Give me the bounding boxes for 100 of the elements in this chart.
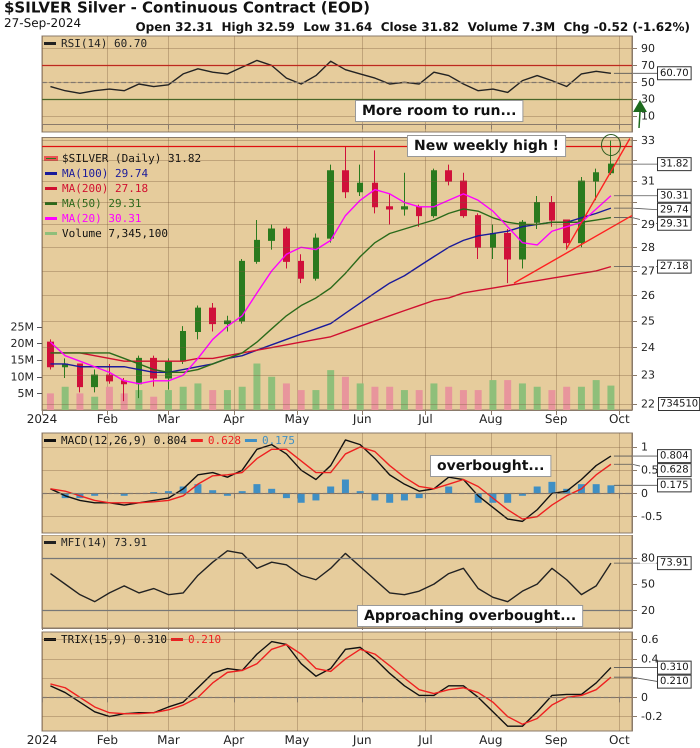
candlestick [268, 224, 275, 250]
x-tick-label: Oct [608, 412, 630, 426]
x-tick-label: Mar [157, 412, 180, 426]
y2-tick-label: 15M [10, 354, 34, 367]
candlestick [578, 176, 585, 248]
chart-title: $SILVER Silver - Continuous Contract (EOD) [4, 0, 370, 16]
y-tick-label: 26 [641, 288, 655, 302]
y-tick-label: 30 [641, 92, 655, 106]
bar [416, 493, 423, 498]
y-tick-label: 90 [641, 42, 655, 56]
candlestick [504, 228, 511, 284]
annotation: overbought... [437, 458, 544, 474]
annotation: 0.804 [660, 450, 689, 462]
bar [607, 485, 614, 494]
bar [371, 493, 378, 500]
candlestick [313, 233, 319, 282]
y-tick-label: 0.4 [641, 652, 658, 666]
y-tick-label: 25 [641, 314, 655, 328]
candlestick [91, 369, 98, 393]
legend-label: MA(200) 27.18 [62, 182, 148, 195]
y-tick-label: 0.5 [641, 464, 658, 477]
y2-tick-label: 25M [10, 320, 34, 334]
annotation: More room to run... [362, 103, 516, 119]
x-tick-label: Mar [157, 733, 180, 747]
legend-label: MFI(14) 73.91 [61, 536, 148, 549]
y-tick-label: 10 [641, 110, 655, 122]
bar [400, 493, 408, 500]
candlestick [416, 204, 422, 228]
x-tick-label: Jun [352, 733, 372, 747]
annotation: New weekly high ! [414, 138, 560, 154]
annotation: 29.31 [660, 218, 689, 230]
y-tick-label: 50 [641, 578, 655, 591]
candlestick [224, 315, 231, 332]
bar [592, 484, 600, 494]
y-tick-label: 50 [641, 76, 655, 89]
candlestick [386, 193, 393, 225]
annotation: Approaching overbought... [364, 608, 576, 624]
y2-tick-label: 20M [10, 337, 34, 350]
candlestick [254, 220, 260, 264]
candlestick [490, 224, 496, 260]
candlestick [195, 305, 201, 340]
bar [253, 484, 260, 494]
annotation: 0.310 [660, 662, 689, 674]
legend-label: 0.210 [188, 633, 222, 646]
y-tick-label: 24 [641, 341, 655, 354]
y-tick-label: 33 [641, 134, 655, 147]
candlestick [180, 326, 186, 364]
x-tick-label: May [284, 733, 310, 747]
y-tick-label: 23 [641, 368, 655, 382]
y-tick-label: 0.6 [641, 633, 658, 646]
y-tick-label: 1 [641, 440, 648, 454]
legend-label: MA(50) 29.31 [62, 197, 142, 210]
x-tick-label: 2024 [26, 412, 58, 426]
candlestick [47, 338, 54, 370]
annotation: 27.18 [660, 261, 689, 272]
annotation: 31.82 [660, 158, 689, 170]
candlestick [77, 363, 83, 393]
x-tick-label: Jul [417, 733, 433, 747]
candlestick [372, 150, 378, 214]
candlestick [593, 168, 599, 201]
y-tick-label: 70 [641, 58, 655, 72]
y-tick-label: 80 [641, 551, 655, 564]
bar [386, 493, 394, 503]
y-tick-label: -0.5 [641, 510, 662, 524]
y-tick-label: 20 [641, 604, 655, 617]
candlestick [239, 258, 245, 324]
bar [209, 490, 216, 494]
y-tick-label: -0.2 [641, 710, 662, 724]
annotation: 0.628 [660, 464, 689, 476]
legend-label: 0.175 [262, 434, 296, 447]
y-tick-label: 0 [641, 486, 648, 500]
legend-label: MACD(12,26,9) 0.804 [61, 434, 188, 447]
x-tick-label: Oct [608, 733, 630, 747]
candlestick [106, 363, 113, 384]
bar [298, 493, 305, 503]
annotation: 0.210 [660, 676, 689, 688]
x-tick-label: Feb [96, 733, 118, 747]
candlestick [401, 172, 408, 216]
legend-label: TRIX(15,9) 0.310 [61, 633, 167, 646]
annotation: 29.74 [660, 204, 689, 216]
x-tick-label: Apr [223, 733, 244, 747]
bar [327, 486, 334, 494]
candlestick [445, 164, 452, 186]
x-tick-label: Sep [544, 733, 568, 747]
annotation: 73.91 [660, 558, 689, 569]
bar [342, 480, 349, 494]
x-tick-label: Feb [96, 412, 118, 426]
candlestick [460, 172, 467, 218]
legend-label: Volume 7,345,100 [62, 227, 168, 240]
y-tick-label: 31 [641, 174, 655, 188]
y-tick-label: 28 [641, 240, 655, 254]
bar [504, 493, 512, 503]
bar [445, 486, 452, 494]
candlestick [209, 302, 216, 332]
legend-label: RSI(14) 60.70 [61, 37, 148, 50]
text: 734510 [660, 398, 698, 410]
legend-label: 0.628 [208, 434, 241, 447]
candlestick [327, 164, 334, 244]
candlestick [298, 254, 304, 284]
annotation: 0.175 [660, 480, 689, 491]
